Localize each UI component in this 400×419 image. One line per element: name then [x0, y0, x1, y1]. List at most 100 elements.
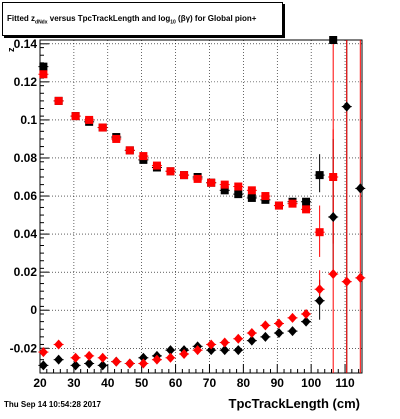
x-tick-label: 70 [203, 376, 217, 390]
data-point-square [315, 171, 324, 180]
data-point-diamond [342, 276, 352, 287]
x-tick-label: 80 [237, 376, 251, 390]
data-point-diamond [54, 339, 64, 350]
title-var: z [31, 14, 36, 23]
data-point-diamond [152, 354, 162, 365]
y-tick-label: 0.1 [20, 113, 37, 127]
y-tick-label: 0 [30, 303, 37, 317]
data-point-diamond [179, 348, 189, 359]
data-point-diamond [315, 284, 325, 295]
data-point-diamond [220, 337, 230, 348]
x-tick-label: 40 [101, 376, 115, 390]
data-point-diamond [328, 211, 338, 222]
data-point-diamond [328, 269, 338, 280]
data-point-square [288, 199, 297, 208]
y-tick-label: 0.06 [14, 189, 38, 203]
data-point-diamond [233, 333, 243, 344]
data-point-square [302, 197, 311, 206]
timestamp: Thu Sep 14 10:54:28 2017 [4, 400, 101, 409]
x-tick-label: 50 [135, 376, 149, 390]
data-point-diamond [193, 345, 203, 356]
y-tick-label: -0.02 [10, 341, 38, 355]
y-tick-label: 0.04 [14, 227, 38, 241]
plot-frame [39, 39, 363, 374]
data-point-diamond [288, 326, 298, 337]
data-point-diamond [98, 352, 108, 363]
x-tick-label: 90 [271, 376, 285, 390]
data-point-diamond [165, 352, 175, 363]
data-point-diamond [247, 335, 257, 346]
data-point-square [193, 174, 202, 183]
data-point-diamond [206, 345, 216, 356]
data-point-diamond [206, 339, 216, 350]
data-point-square [220, 186, 229, 195]
chart-title: Fitted zdNdx versus TpcTrackLength and l… [7, 14, 256, 26]
x-tick-label: 110 [335, 376, 355, 390]
title-box: Fitted zdNdx versus TpcTrackLength and l… [2, 2, 283, 36]
title-log-sub: 10 [170, 19, 176, 26]
data-point-diamond [98, 360, 108, 371]
x-tick-label: 60 [169, 376, 183, 390]
data-point-square [220, 180, 229, 189]
title-var-sub: dNdx [35, 19, 48, 26]
data-point-square [112, 134, 121, 143]
data-point-diamond [165, 345, 175, 356]
data-point-square [247, 193, 256, 202]
x-tick-label: 20 [33, 376, 47, 390]
data-point-diamond [125, 358, 135, 369]
data-point-diamond [260, 320, 270, 331]
data-point-diamond [38, 360, 48, 371]
data-point-diamond [301, 309, 311, 320]
y-axis-label: z [6, 47, 16, 53]
data-point-square [261, 192, 270, 201]
data-point-square [54, 96, 63, 105]
y-tick-label: 0.08 [14, 151, 38, 165]
y-tick-label: 0.12 [14, 75, 38, 89]
data-point-diamond [111, 356, 121, 367]
data-point-diamond [38, 347, 48, 358]
data-point-square [234, 190, 243, 199]
data-point-square [39, 62, 48, 71]
data-point-square [71, 112, 80, 121]
title-prefix: Fitted [7, 14, 29, 23]
data-point-diamond [138, 358, 148, 369]
title-mid: versus TpcTrackLength and log [49, 14, 171, 23]
data-point-diamond [355, 183, 365, 194]
data-point-square [274, 201, 283, 210]
data-point-square [85, 115, 94, 124]
data-point-diamond [71, 352, 81, 363]
data-point-square [125, 146, 134, 155]
y-tick-label: 0.14 [14, 37, 38, 51]
data-point-square [98, 123, 107, 132]
data-point-diamond [220, 345, 230, 356]
data-point-square [302, 205, 311, 214]
data-point-diamond [288, 312, 298, 323]
data-point-diamond [138, 352, 148, 363]
y-tick-label: 0.02 [14, 265, 38, 279]
data-point-square [234, 182, 243, 191]
data-point-square [329, 36, 338, 44]
data-point-square [315, 228, 324, 237]
data-point-square [139, 152, 148, 161]
data-point-diamond [355, 272, 365, 283]
data-point-square [39, 70, 48, 79]
x-tick-label: 100 [301, 376, 321, 390]
data-point-diamond [71, 360, 81, 371]
data-point-diamond [84, 358, 94, 369]
data-point-square [329, 173, 338, 182]
data-point-diamond [260, 331, 270, 342]
data-point-diamond [247, 328, 257, 339]
x-axis-label: TpcTrackLength (cm) [228, 396, 360, 411]
data-point-diamond [342, 101, 352, 112]
data-point-diamond [84, 350, 94, 361]
data-point-diamond [274, 318, 284, 329]
data-point-diamond [301, 316, 311, 327]
data-point-diamond [274, 328, 284, 339]
title-suffix: (βγ) for Global pion+ [178, 14, 257, 23]
data-point-diamond [54, 354, 64, 365]
data-point-square [207, 178, 216, 187]
data-point-square [180, 171, 189, 180]
x-tick-label: 30 [67, 376, 81, 390]
